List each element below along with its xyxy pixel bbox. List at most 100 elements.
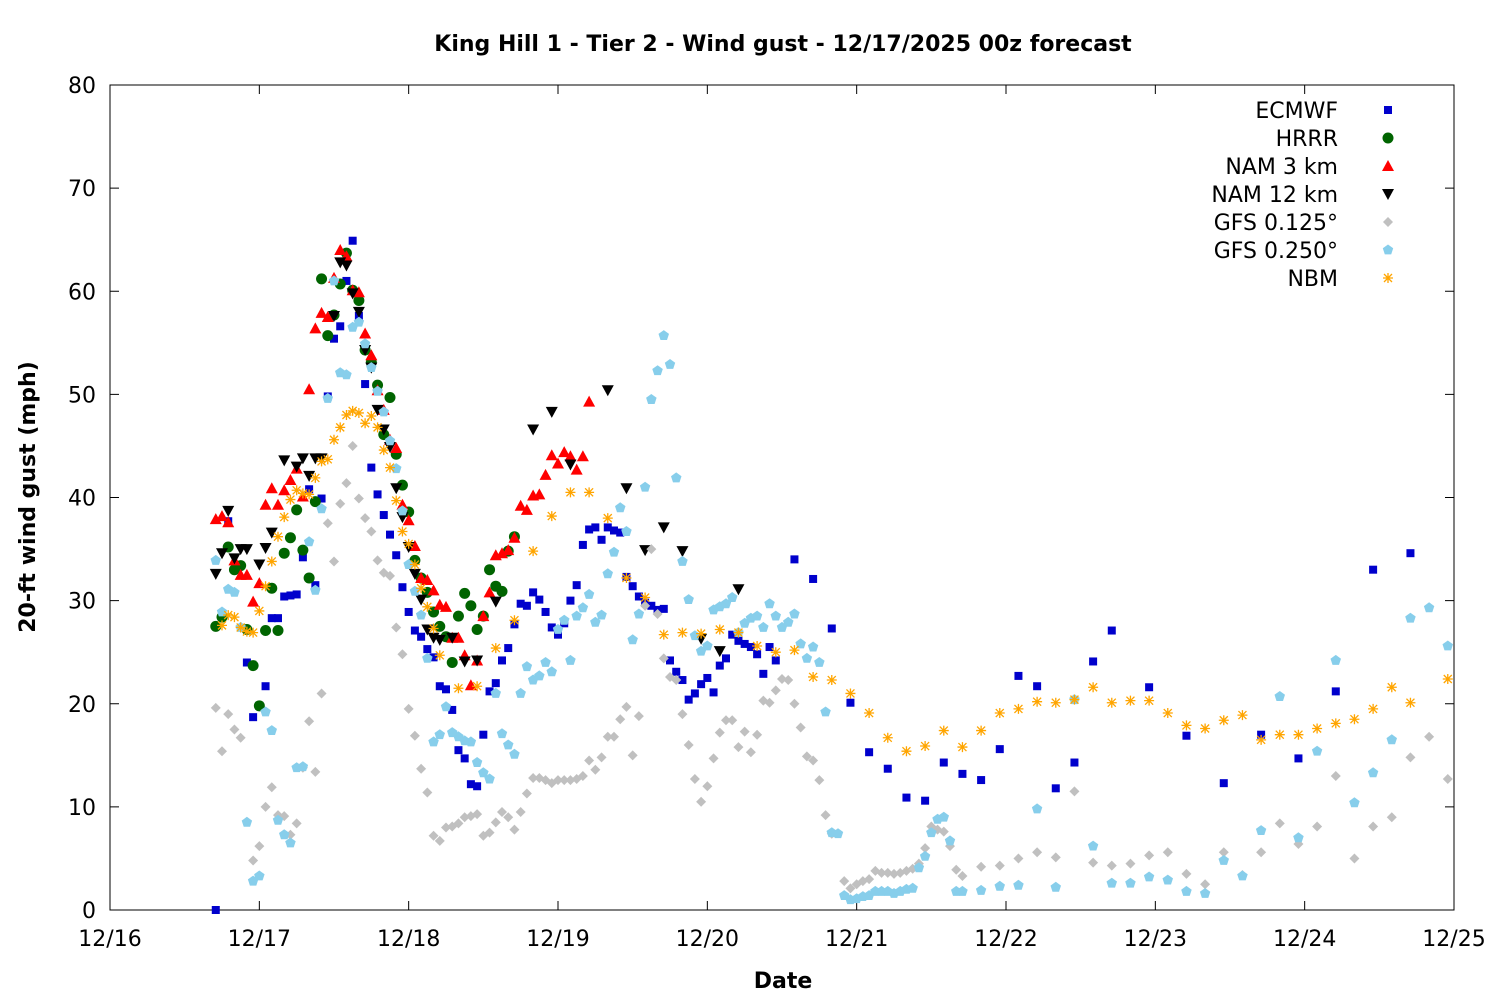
- data-point-nam-3-km: [253, 577, 266, 589]
- series-hrrr: [210, 247, 520, 712]
- data-point-nam-12-km: [259, 543, 272, 555]
- data-point-nam-3-km: [440, 600, 452, 612]
- data-point-gfs-0-125: [254, 841, 265, 852]
- data-point-gfs-0-125: [745, 747, 756, 758]
- data-point-nam-3-km: [278, 484, 291, 496]
- data-point-ecmwf: [902, 793, 911, 802]
- data-point-nbm: [403, 538, 414, 549]
- data-point-gfs-0-125: [889, 868, 899, 879]
- data-point-nbm: [217, 620, 227, 631]
- data-point-hrrr: [452, 610, 464, 622]
- data-point-nam-12-km: [216, 548, 228, 560]
- data-point-gfs-0-250: [807, 641, 819, 652]
- data-point-gfs-0-125: [951, 864, 962, 875]
- data-point-ecmwf: [703, 673, 712, 682]
- data-point-nam-12-km: [296, 453, 309, 465]
- data-point-gfs-0-125: [1088, 857, 1099, 868]
- data-point-nam-12-km: [390, 483, 403, 495]
- data-point-gfs-0-250: [1255, 825, 1267, 835]
- data-point-nbm: [528, 546, 539, 557]
- data-point-ecmwf: [1107, 626, 1116, 635]
- data-point-nbm: [602, 513, 613, 524]
- data-point-ecmwf: [672, 667, 681, 676]
- data-point-nam-3-km: [321, 311, 334, 323]
- data-point-nbm: [235, 622, 246, 633]
- data-point-gfs-0-250: [434, 729, 445, 740]
- data-point-ecmwf: [1219, 779, 1228, 788]
- data-point-gfs-0-250: [515, 687, 526, 698]
- x-tick-label: 12/22: [974, 927, 1037, 952]
- data-point-gfs-0-125: [938, 826, 949, 837]
- data-point-nam-12-km: [228, 553, 241, 565]
- data-point-gfs-0-125: [1144, 850, 1155, 861]
- data-point-nam-12-km: [458, 656, 471, 668]
- data-point-gfs-0-125: [708, 753, 719, 764]
- data-point-hrrr: [484, 564, 496, 576]
- data-point-nbm: [770, 647, 781, 658]
- data-point-nam-3-km: [452, 631, 465, 643]
- data-point-gfs-0-250: [372, 385, 383, 396]
- x-tick-label: 12/21: [825, 927, 888, 952]
- data-point-gfs-0-250: [621, 526, 632, 536]
- data-point-hrrr: [266, 582, 278, 594]
- data-point-nam-12-km: [421, 624, 434, 636]
- data-point-nam-12-km: [471, 655, 484, 667]
- data-point-ecmwf: [1294, 754, 1303, 763]
- data-point-nam-3-km: [483, 586, 496, 598]
- data-point-gfs-0-125: [876, 867, 887, 878]
- data-point-nbm: [1069, 694, 1080, 705]
- data-point-nbm: [789, 645, 800, 656]
- data-point-ecmwf: [616, 528, 625, 537]
- data-point-gfs-0-250: [353, 316, 365, 327]
- data-point-gfs-0-125: [490, 817, 501, 828]
- data-point-nam-12-km: [352, 306, 365, 318]
- data-point-gfs-0-125: [521, 788, 532, 799]
- data-point-gfs-0-125: [696, 796, 707, 807]
- data-point-ecmwf: [1051, 784, 1060, 793]
- data-point-nbm: [1368, 703, 1379, 714]
- data-point-nbm: [416, 583, 427, 594]
- data-point-ecmwf: [529, 588, 538, 597]
- data-point-gfs-0-250: [764, 598, 775, 609]
- data-point-gfs-0-250: [378, 406, 389, 417]
- data-point-gfs-0-125: [248, 855, 259, 866]
- data-point-ecmwf: [442, 685, 450, 694]
- data-point-nam-3-km: [576, 450, 589, 462]
- data-point-gfs-0-250: [583, 588, 595, 599]
- data-point-gfs-0-250: [938, 811, 949, 822]
- data-point-nam-3-km: [421, 574, 434, 585]
- data-point-ecmwf: [348, 236, 357, 245]
- data-point-nbm: [1330, 718, 1341, 729]
- data-point-gfs-0-125: [565, 775, 576, 786]
- data-point-gfs-0-125: [329, 556, 339, 567]
- data-point-gfs-0-250: [384, 435, 396, 446]
- data-point-gfs-0-125: [416, 763, 427, 774]
- data-point-ecmwf: [398, 583, 407, 592]
- data-point-ecmwf: [1145, 683, 1154, 692]
- data-point-nam-3-km: [303, 383, 316, 395]
- data-point-nbm: [1144, 695, 1155, 706]
- data-point-gfs-0-250: [944, 835, 956, 846]
- x-tick-label: 12/25: [1422, 927, 1485, 952]
- data-point-gfs-0-125: [553, 775, 563, 786]
- data-point-nbm: [397, 526, 408, 537]
- data-point-hrrr: [459, 587, 471, 599]
- data-point-nam-12-km: [334, 257, 347, 269]
- data-point-gfs-0-125: [1032, 847, 1043, 858]
- data-point-gfs-0-125: [615, 714, 626, 725]
- data-point-gfs-0-250: [546, 666, 557, 677]
- data-point-hrrr: [291, 504, 303, 516]
- data-point-ecmwf: [628, 582, 637, 591]
- data-point-nam-3-km: [570, 463, 583, 475]
- data-point-hrrr: [316, 273, 328, 285]
- data-point-gfs-0-250: [1106, 877, 1117, 888]
- data-point-nam-12-km: [446, 632, 459, 644]
- data-point-gfs-0-125: [633, 711, 644, 722]
- data-point-ecmwf: [541, 607, 550, 616]
- data-point-nam-12-km: [346, 288, 359, 300]
- data-point-ecmwf: [242, 658, 251, 667]
- y-tick-label: 60: [68, 280, 96, 305]
- data-point-ecmwf: [977, 776, 986, 785]
- data-point-ecmwf: [373, 490, 382, 499]
- data-point-nbm: [640, 592, 651, 603]
